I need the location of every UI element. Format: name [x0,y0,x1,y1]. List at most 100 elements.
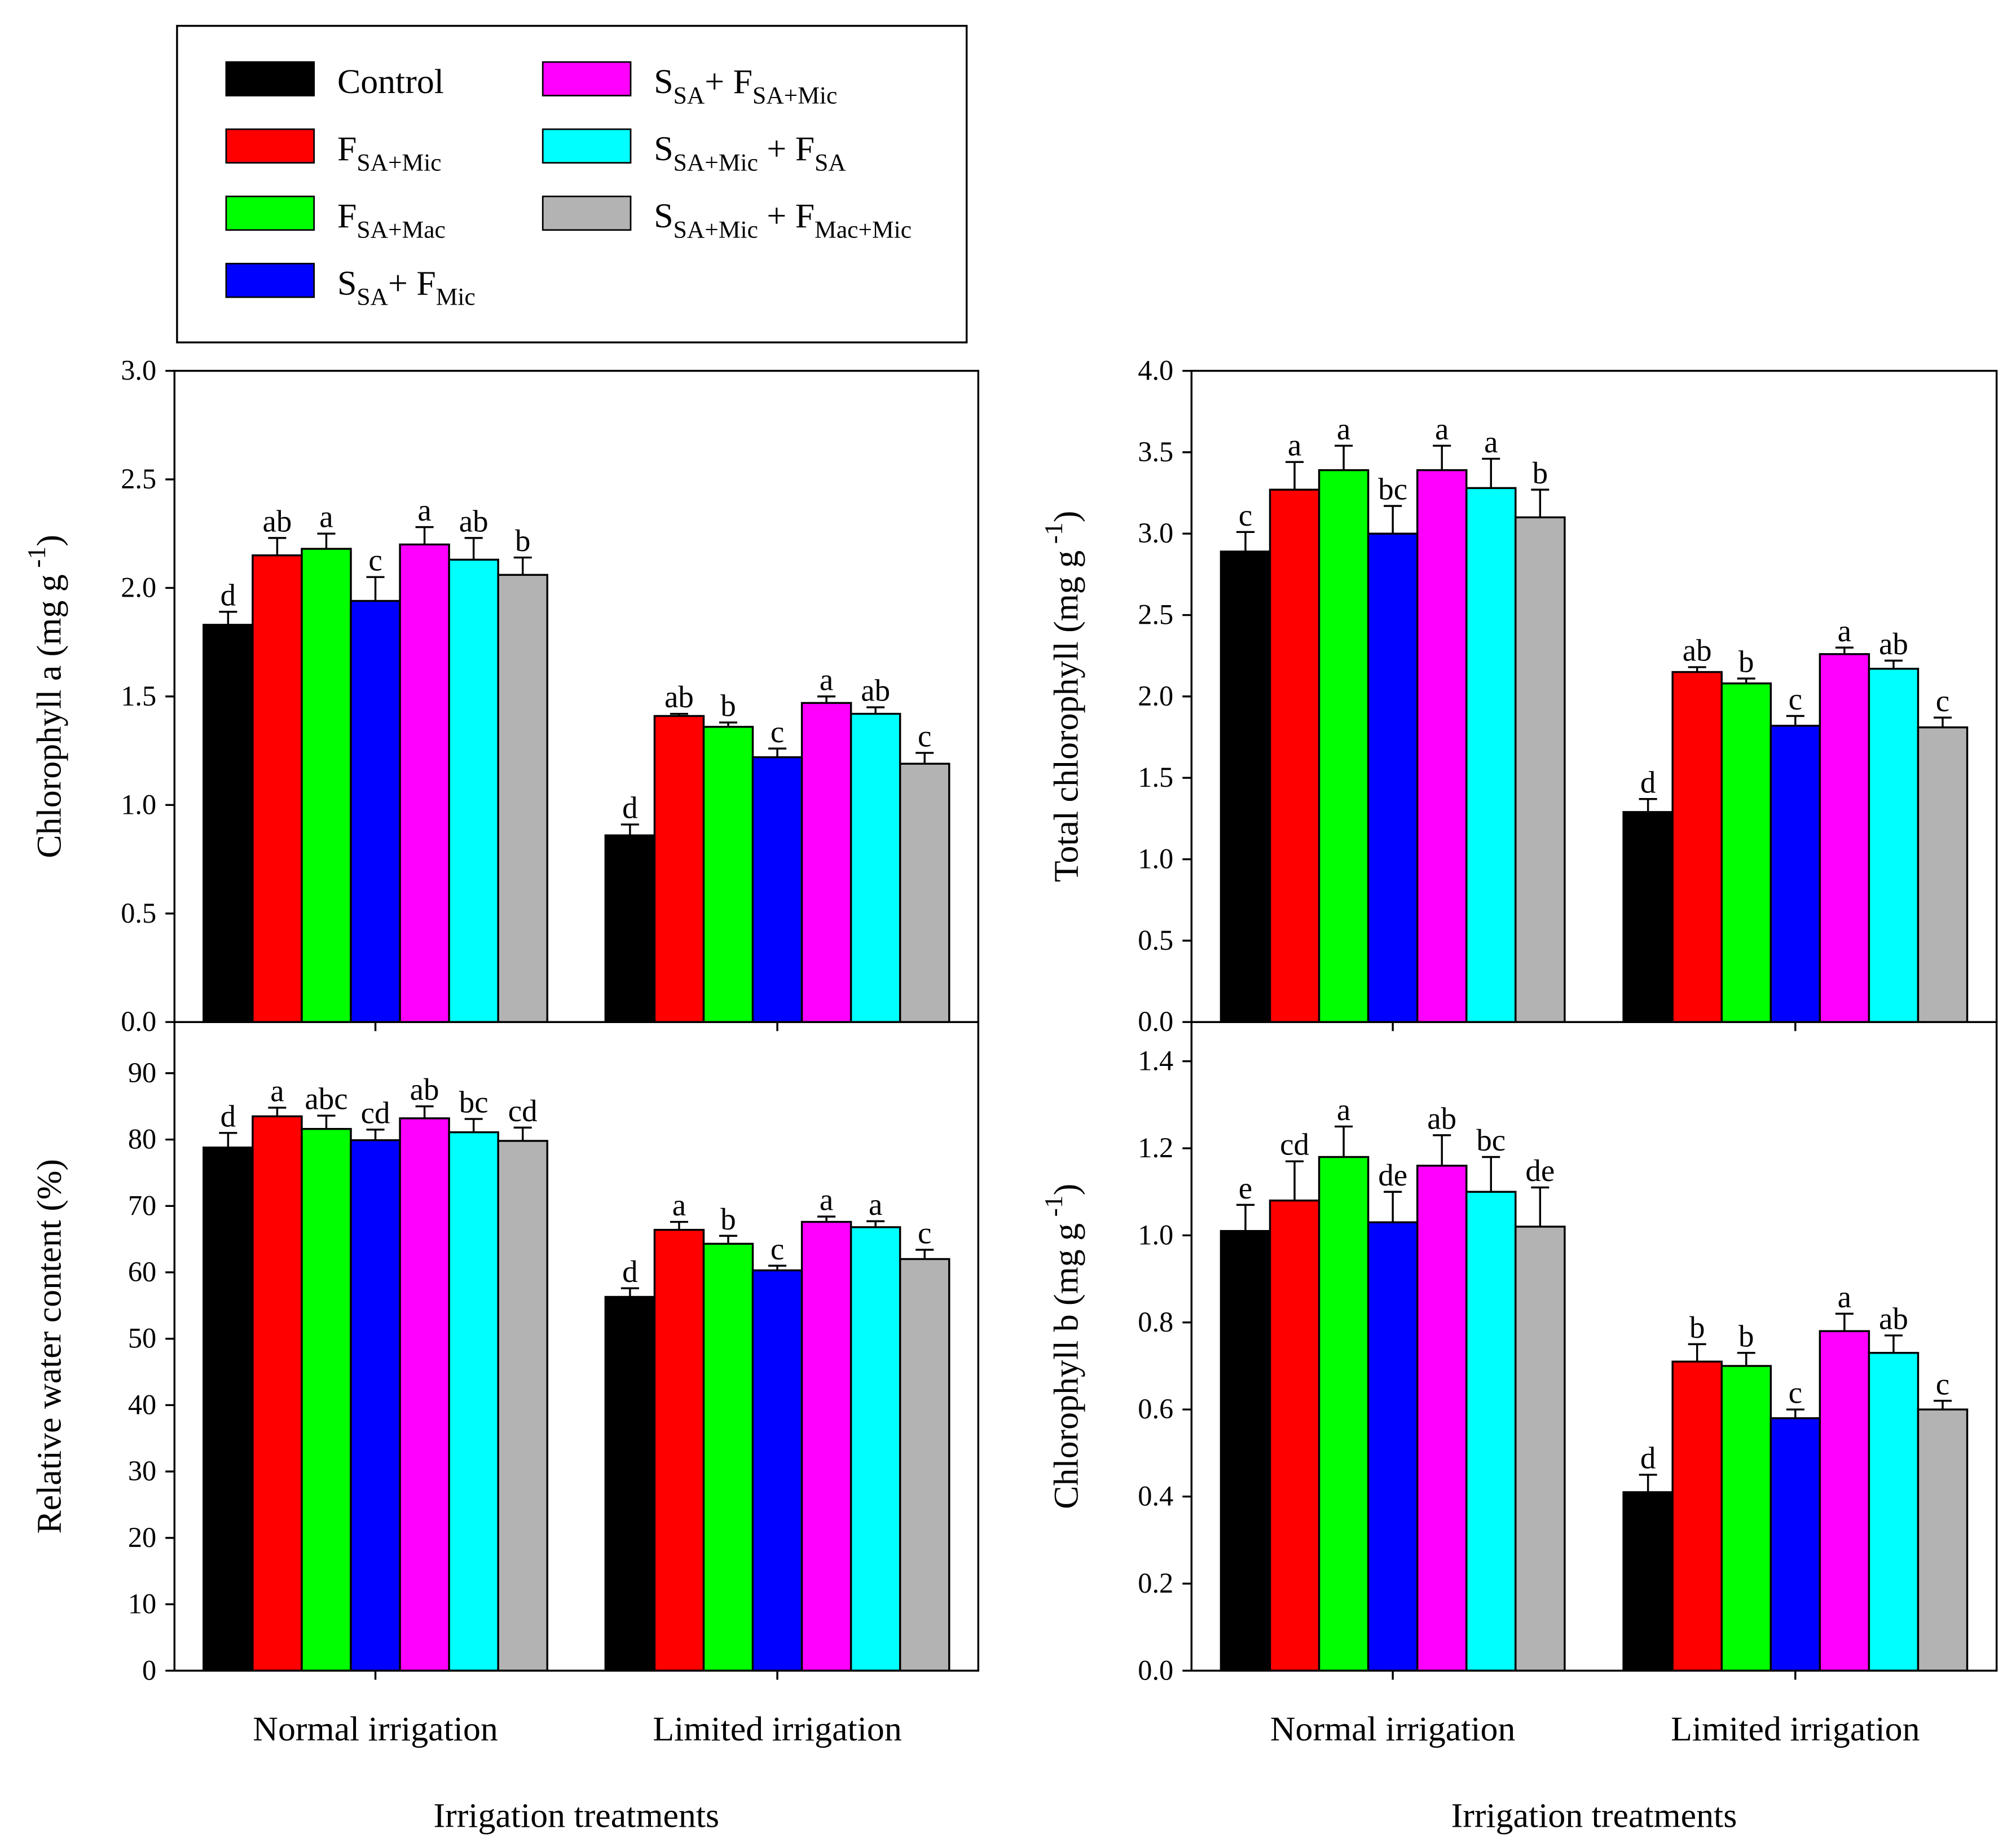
bar [1819,1330,1870,1672]
bar [1622,1491,1674,1672]
legend-label-text: + F [758,130,815,168]
significance-letter: a [869,1187,882,1222]
significance-letter: ab [459,504,488,538]
bar [1318,1156,1370,1672]
bar [849,712,901,1023]
bar [350,1139,401,1672]
significance-letter: a [1288,428,1301,462]
bar [1367,1221,1419,1672]
significance-letter: d [1640,765,1656,799]
significance-letter: b [1533,456,1548,490]
significance-letter: a [319,500,333,534]
significance-letter: cd [361,1095,390,1130]
bar [1819,653,1870,1023]
y-tick-label: 40 [128,1389,156,1420]
bar [702,726,754,1023]
y-tick-label: 0.8 [1138,1306,1173,1338]
legend-label-subscript: Mac+Mic [815,217,912,244]
significance-letter: ab [1427,1101,1456,1135]
bar [448,558,499,1023]
y-tick-label: 0.0 [1138,1006,1173,1037]
significance-letter: ab [410,1072,439,1107]
x-tick-label: Limited irrigation [653,1710,901,1748]
significance-letter: a [270,1074,284,1108]
y-axis-label-text: Total chlorophyll (mg g [1047,550,1086,882]
y-tick-label: 0.0 [1138,1654,1173,1686]
significance-letter: b [720,689,736,723]
significance-letter: d [221,1099,236,1133]
y-tick-label: 1.0 [121,788,156,820]
significance-letter: ab [1879,1302,1908,1336]
bar [1622,811,1674,1023]
y-tick-label: 0 [142,1654,156,1686]
bar [497,574,548,1023]
significance-letter: ab [1683,633,1712,667]
y-tick-label: 50 [128,1323,156,1354]
significance-letter: d [622,791,637,825]
y-axis-label: Relative water content (%) [30,1159,69,1534]
y-tick-label: 0.2 [1138,1567,1173,1599]
significance-letter: abc [305,1082,347,1116]
bar [1769,725,1821,1023]
significance-letter: a [820,662,833,697]
bar [1367,532,1419,1023]
y-tick-label: 2.5 [121,463,156,495]
y-tick-label: 1.0 [1138,1219,1173,1250]
bar [1720,1365,1772,1672]
legend-label: FSA+Mac [337,197,446,243]
significance-letter: c [1239,498,1252,532]
significance-letter: d [221,578,236,612]
y-axis-label-superscript: -1 [22,546,51,575]
significance-letter: a [1337,412,1350,446]
bar [1465,1191,1517,1672]
bar [203,624,254,1023]
bar [497,1140,548,1672]
bar [702,1242,754,1672]
y-axis-label-superscript: -1 [1039,1195,1068,1223]
significance-letter: bc [459,1085,488,1119]
x-tick-label: Normal irrigation [253,1710,498,1748]
bar [399,543,450,1023]
significance-letter: e [1239,1171,1252,1205]
bar [1515,516,1566,1023]
bar [350,600,401,1023]
bar [301,548,352,1023]
legend-label: SSA+ FSA+Mic [654,63,837,109]
legend-swatch [225,61,315,96]
bar [1416,469,1468,1023]
significance-letter: a [1838,1280,1851,1314]
legend-label-subscript: SA+Mic [674,149,758,176]
x-tick-label: Normal irrigation [1270,1710,1516,1748]
bar [1269,488,1320,1023]
y-tick-label: 30 [128,1455,156,1487]
y-tick-label: 2.0 [1138,680,1173,712]
legend-swatch [542,128,632,164]
y-axis-label: Chlorophyll a (mg g -1) [22,535,68,858]
y-tick-label: 70 [128,1189,156,1221]
y-tick-label: 60 [128,1256,156,1288]
legend-label-subscript: SA+Mic [356,149,441,176]
y-tick-label: 0.5 [121,897,156,929]
legend-label: SSA+Mic + FMac+Mic [654,197,912,243]
bar [252,1115,303,1672]
bar [1318,469,1370,1023]
legend-label-text: S [654,197,673,235]
y-axis-label-text: ) [1047,1184,1086,1196]
y-tick-label: 2.5 [1138,599,1173,631]
bar [1671,671,1723,1023]
x-axis-label: Irrigation treatments [434,1797,720,1835]
legend-label-text: S [337,264,356,302]
bar [203,1146,254,1672]
y-tick-label: 1.5 [121,680,156,712]
legend-label-text: S [654,130,673,168]
significance-letter: b [515,523,530,558]
x-axis-label: Irrigation treatments [1451,1797,1737,1835]
y-tick-label: 4.0 [1138,355,1173,386]
bar [849,1226,901,1672]
y-tick-label: 0.4 [1138,1480,1173,1512]
